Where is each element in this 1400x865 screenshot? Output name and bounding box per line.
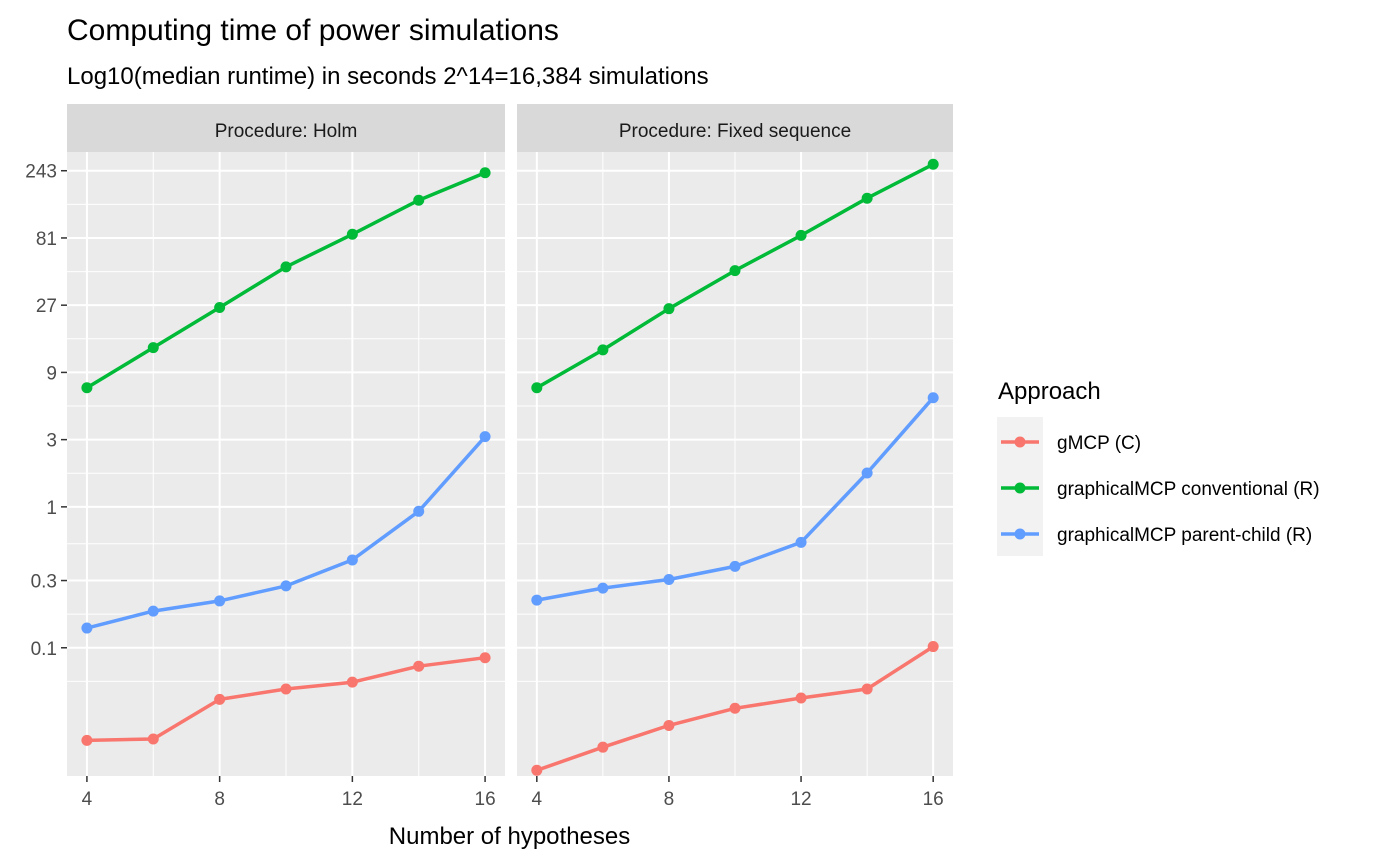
data-point <box>597 582 609 594</box>
data-point <box>147 733 159 745</box>
data-point <box>795 692 807 704</box>
y-tick-label: 0.3 <box>31 572 57 593</box>
data-point <box>280 580 292 592</box>
legend-key-point <box>1014 482 1026 494</box>
series-graphicalmcp-parent-child-r <box>81 431 491 634</box>
data-point <box>795 536 807 548</box>
legend: Approach gMCP (C) graphicalMCP convention… <box>997 378 1320 556</box>
y-tick-label: 0.1 <box>31 639 57 660</box>
data-point <box>597 741 609 753</box>
data-point <box>479 431 491 443</box>
data-point <box>479 652 491 664</box>
data-point <box>413 660 425 672</box>
y-tick-label: 27 <box>36 296 57 317</box>
panel-strip-bg <box>517 104 953 152</box>
x-tick-label: 8 <box>214 789 225 810</box>
legend-entry-label: graphicalMCP conventional (R) <box>1057 479 1320 500</box>
legend-key-point <box>1014 436 1026 448</box>
legend-entry-label: graphicalMCP parent-child (R) <box>1057 525 1312 546</box>
data-point <box>597 344 609 356</box>
data-point <box>81 734 93 746</box>
x-tick-label: 12 <box>790 789 811 810</box>
data-point <box>861 192 873 204</box>
x-axis-label: Number of hypotheses <box>389 823 630 850</box>
y-tick-label: 1 <box>46 498 57 519</box>
data-point <box>663 303 675 315</box>
y-tick-label: 9 <box>46 363 57 384</box>
x-tick-label: 12 <box>342 789 363 810</box>
x-tick-label: 16 <box>475 789 496 810</box>
x-tick-label: 16 <box>923 789 944 810</box>
data-point <box>214 693 226 705</box>
y-tick-label: 81 <box>36 229 57 250</box>
panel-1: Procedure: Holm 4 8 12 16 243 81 27 9 3 1 0.3 0.1 <box>25 104 505 810</box>
series-gmcp-c <box>531 641 939 776</box>
panel-strip-bg <box>67 104 505 152</box>
data-point <box>81 382 93 394</box>
data-point <box>413 194 425 206</box>
panel-strip-label: Procedure: Holm <box>215 121 358 142</box>
legend-entry-label: gMCP (C) <box>1057 433 1141 454</box>
data-point <box>729 560 741 572</box>
legend-title: Approach <box>998 378 1101 405</box>
y-tick-label: 243 <box>25 162 57 183</box>
data-point <box>795 229 807 241</box>
series-graphicalmcp-parent-child-r <box>531 392 939 606</box>
data-point <box>81 622 93 634</box>
panel-2: Procedure: Fixed sequence 4 8 12 16 <box>517 104 953 810</box>
data-point <box>663 719 675 731</box>
data-point <box>214 595 226 607</box>
data-point <box>531 382 543 394</box>
series-gmcp-c <box>81 652 491 746</box>
series-graphicalmcp-conventional-r <box>81 167 491 394</box>
x-tick-label: 8 <box>664 789 675 810</box>
data-point <box>147 605 159 617</box>
panel-strip-label: Procedure: Fixed sequence <box>619 121 851 142</box>
data-point <box>479 167 491 179</box>
data-point <box>531 764 543 776</box>
data-point <box>346 554 358 566</box>
legend-key-point <box>1014 528 1026 540</box>
data-point <box>280 261 292 273</box>
data-point <box>280 683 292 695</box>
y-tick-label: 3 <box>46 431 57 452</box>
data-point <box>861 683 873 695</box>
data-point <box>927 392 939 404</box>
x-tick-label: 4 <box>532 789 543 810</box>
data-point <box>147 342 159 354</box>
data-point <box>346 228 358 240</box>
chart-subtitle: Log10(median runtime) in seconds 2^14=16… <box>67 63 709 90</box>
data-point <box>346 676 358 688</box>
data-point <box>729 702 741 714</box>
x-tick-label: 4 <box>82 789 93 810</box>
data-point <box>861 467 873 479</box>
data-point <box>413 505 425 517</box>
series-graphicalmcp-conventional-r <box>531 158 939 394</box>
data-point <box>531 594 543 606</box>
data-point <box>927 641 939 653</box>
data-point <box>729 265 741 277</box>
data-point <box>927 158 939 170</box>
data-point <box>663 574 675 586</box>
data-point <box>214 301 226 313</box>
chart-title: Computing time of power simulations <box>67 14 559 47</box>
